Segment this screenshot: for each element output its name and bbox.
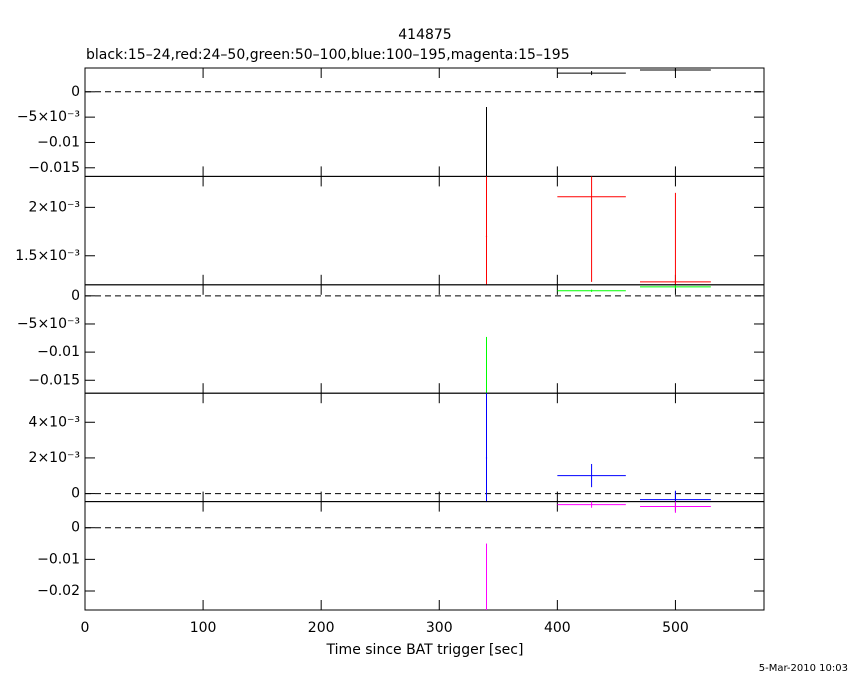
y-tick-label: −0.015: [28, 160, 80, 176]
chart-subtitle: black:15–24,red:24–50,green:50–100,blue:…: [86, 47, 570, 63]
footer: 5-Mar-2010 10:03: [759, 663, 848, 674]
y-tick-label: 2×10⁻³: [29, 199, 80, 215]
y-tick-label: −0.01: [37, 551, 80, 567]
x-tick-label: 300: [426, 620, 453, 636]
y-tick-label: −5×10⁻³: [17, 316, 80, 332]
y-tick-label: −5×10⁻³: [17, 109, 80, 125]
y-tick-label: 4×10⁻³: [29, 414, 80, 430]
x-tick-label: 400: [544, 620, 571, 636]
y-tick-label: −0.01: [37, 344, 80, 360]
x-tick-label: 200: [308, 620, 335, 636]
chart-title: 414875: [398, 27, 451, 43]
y-tick-label: −0.015: [28, 372, 80, 388]
panel-frame: [84, 501, 765, 611]
x-tick-label: 500: [662, 620, 689, 636]
panel-frame: [84, 392, 765, 503]
x-tick-label: 0: [81, 620, 90, 636]
y-tick-label: 0: [71, 84, 80, 100]
y-tick-label: −0.02: [37, 583, 80, 599]
y-tick-label: 0: [71, 520, 80, 536]
panel-frame: [84, 175, 765, 286]
y-tick-label: −0.01: [37, 134, 80, 150]
y-tick-label: 1.5×10⁻³: [15, 248, 80, 264]
y-tick-label: 0: [71, 288, 80, 304]
y-tick-label: 2×10⁻³: [29, 450, 80, 466]
panel-frame: [84, 67, 765, 177]
panel-frame: [84, 284, 765, 394]
x-tick-label: 100: [190, 620, 217, 636]
x-axis-label: Time since BAT trigger [sec]: [326, 642, 524, 658]
y-tick-label: 0: [71, 486, 80, 502]
